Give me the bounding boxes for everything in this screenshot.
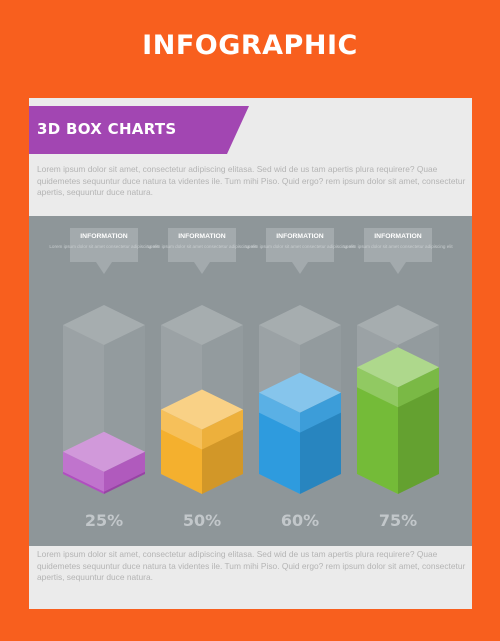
column-glass-top (259, 305, 341, 345)
callout-label: INFORMATION (80, 233, 128, 240)
bar-left-highlight (357, 367, 398, 408)
bar-value-label: 50% (183, 511, 221, 530)
outro-paragraph: Lorem ipsum dolor sit amet, consectetur … (37, 549, 466, 582)
bar-value-label: 75% (379, 511, 417, 530)
infographic-card: 3D BOX CHARTS Lorem ipsum dolor sit amet… (29, 98, 472, 609)
bar-left-highlight (259, 392, 300, 433)
callout-text: Lorem ipsum dolor sit amet consectetur a… (147, 244, 257, 249)
subtitle: 3D BOX CHARTS (37, 120, 177, 138)
chart-panel: INFORMATION Lorem ipsum dolor sit amet co… (29, 216, 472, 546)
column-glass-top (63, 305, 145, 345)
column-glass-top (161, 305, 243, 345)
callout-label: INFORMATION (374, 233, 422, 240)
column-glass-top (357, 305, 439, 345)
bar-right-highlight (398, 367, 439, 408)
bar-value-label: 60% (281, 511, 319, 530)
callout-text: Lorem ipsum dolor sit amet consectetur a… (49, 244, 159, 249)
bar-right-highlight (104, 451, 145, 492)
intro-paragraph: Lorem ipsum dolor sit amet, consectetur … (37, 164, 466, 197)
bar-top-face (63, 431, 145, 472)
callout-label: INFORMATION (178, 233, 226, 240)
bar-left-highlight (63, 451, 104, 492)
bar-right-highlight (202, 409, 243, 450)
box-chart: INFORMATION Lorem ipsum dolor sit amet co… (49, 228, 453, 530)
bar-right-highlight (300, 392, 341, 433)
bar-top-face (259, 372, 341, 413)
callout-text: Lorem ipsum dolor sit amet consectetur a… (343, 244, 453, 249)
callout-label: INFORMATION (276, 233, 324, 240)
bar-left-highlight (161, 409, 202, 450)
callout-text: Lorem ipsum dolor sit amet consectetur a… (245, 244, 355, 249)
bar-top-face (161, 389, 243, 430)
callout-box (266, 228, 334, 274)
callout-box (70, 228, 138, 274)
bar-value-label: 25% (85, 511, 123, 530)
subtitle-banner: 3D BOX CHARTS (29, 106, 249, 154)
callout-box (364, 228, 432, 274)
page-title: INFOGRAPHIC (142, 30, 358, 61)
callout-box (168, 228, 236, 274)
bar-top-face (357, 347, 439, 388)
